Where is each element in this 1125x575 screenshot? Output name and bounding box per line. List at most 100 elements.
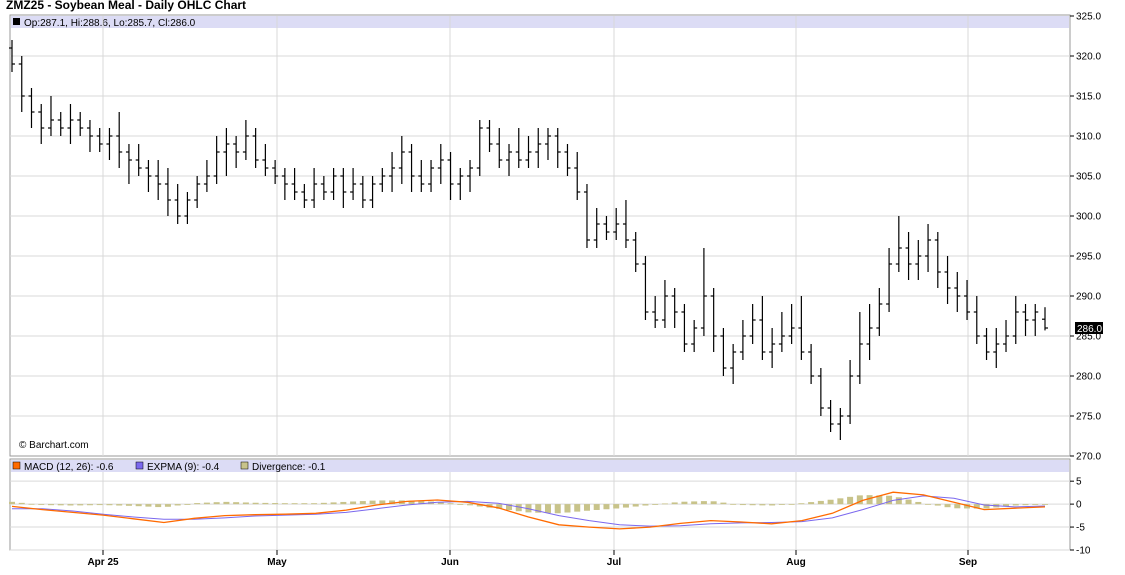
- divergence-bar: [837, 498, 844, 505]
- price-tick-label: 275.0: [1076, 412, 1101, 423]
- ohlc-bar: [749, 304, 756, 344]
- ohlc-bar: [837, 408, 844, 440]
- ohlc-bar: [135, 144, 142, 176]
- ohlc-bar: [720, 328, 727, 376]
- divergence-bar: [389, 500, 396, 505]
- divergence-bar: [564, 504, 571, 513]
- divergence-bar: [954, 504, 961, 509]
- ohlc-bar: [895, 216, 902, 272]
- divergence-bar: [38, 504, 45, 505]
- ohlc-bar: [437, 144, 444, 184]
- price-tick-label: 320.0: [1076, 52, 1101, 63]
- ohlc-bar: [379, 168, 386, 192]
- macd-swatch: [12, 461, 21, 470]
- ohlc-bar: [1042, 307, 1048, 331]
- macd-tick-label: -5: [1076, 523, 1085, 534]
- ohlc-bar: [350, 168, 357, 200]
- ohlc-bar: [739, 320, 746, 360]
- divergence-bar: [252, 502, 259, 505]
- ohlc-bar: [642, 256, 649, 320]
- ohlc-bar: [272, 160, 279, 184]
- ohlc-bar: [96, 128, 103, 152]
- ohlc-bar: [632, 232, 639, 272]
- ohlc-bar: [496, 128, 503, 168]
- divergence-bar: [934, 504, 941, 506]
- price-tick-label: 310.0: [1076, 132, 1101, 143]
- ohlc-bar: [710, 288, 717, 352]
- ohlc-bar: [447, 152, 454, 200]
- divergence-bar: [476, 504, 483, 507]
- ohlc-bar: [778, 312, 785, 352]
- x-tick-label: Jun: [441, 557, 459, 568]
- ohlc-bar: [116, 112, 123, 168]
- divergence-bar: [28, 503, 35, 505]
- ohlc-bar: [476, 120, 483, 176]
- ohlc-bar: [301, 184, 308, 208]
- divergence-bar: [213, 502, 220, 505]
- divergence-bar: [311, 503, 318, 505]
- ohlc-bar: [408, 144, 415, 192]
- ohlc-bar: [1032, 304, 1039, 336]
- ohlc-bar: [145, 160, 152, 192]
- ohlc-bar: [915, 240, 922, 280]
- ohlc-bar: [544, 128, 551, 160]
- divergence-bar: [681, 501, 688, 505]
- divergence-bar: [915, 501, 922, 505]
- ohlc-bar: [213, 136, 220, 184]
- macd-legend: MACD (12, 26): -0.6: [24, 462, 114, 473]
- ohlc-bar: [788, 304, 795, 344]
- divergence-bar: [320, 502, 327, 505]
- price-tick-label: 270.0: [1076, 452, 1101, 463]
- ohlc-bar: [652, 296, 659, 328]
- divergence-bar: [379, 500, 386, 505]
- divergence-bar: [1003, 504, 1010, 507]
- ohlc-bar: [389, 152, 396, 192]
- ohlc-bar: [155, 160, 162, 200]
- divergence-bar: [116, 504, 123, 506]
- divergence-bar: [496, 504, 503, 509]
- last-price-badge: [1075, 322, 1103, 334]
- divergence-bar: [691, 501, 698, 505]
- ohlc-bar: [934, 232, 941, 288]
- ohlc-bar: [759, 296, 766, 360]
- divergence-bar: [749, 504, 756, 506]
- divergence-bar: [973, 504, 980, 509]
- price-bars: [9, 40, 1048, 440]
- ohlc-bar: [106, 128, 113, 160]
- divergence-bar: [769, 504, 776, 506]
- divergence-bar: [359, 501, 366, 505]
- x-tick-label: Sep: [959, 557, 977, 568]
- ohlc-bar: [681, 304, 688, 352]
- price-tick-label: 305.0: [1076, 172, 1101, 183]
- ohlc-bar: [983, 328, 990, 360]
- divergence-bar: [613, 504, 620, 509]
- ohlc-bar: [817, 368, 824, 416]
- divergence-bar: [457, 504, 464, 505]
- ohlc-bar: [1012, 296, 1019, 344]
- ohlc-bar: [18, 56, 25, 112]
- price-grid: [10, 16, 1070, 456]
- divergence-bar: [603, 504, 610, 510]
- ohlc-bar: [184, 192, 191, 224]
- divergence-bar: [174, 504, 181, 506]
- x-tick-label: Jul: [607, 557, 622, 568]
- ohlc-bar: [125, 144, 132, 184]
- divergence-bar: [301, 503, 308, 505]
- divergence-bar: [145, 504, 152, 507]
- divergence-bar: [242, 502, 249, 505]
- macd-line: [11, 491, 1046, 530]
- ohlc-bar: [603, 216, 610, 240]
- ohlc-bar: [574, 152, 581, 200]
- ohlc-bar: [808, 344, 815, 384]
- divergence-bar: [632, 504, 639, 507]
- ohlc-bar: [369, 176, 376, 208]
- ohlc-bar: [281, 168, 288, 200]
- ohlc-bar: [973, 296, 980, 344]
- price-panel: [9, 14, 1071, 457]
- ohlc-bar: [486, 120, 493, 152]
- divergence-bar: [759, 504, 766, 506]
- divergence-bar: [233, 502, 240, 505]
- price-tick-label: 300.0: [1076, 212, 1101, 223]
- divergence-bar: [77, 504, 84, 506]
